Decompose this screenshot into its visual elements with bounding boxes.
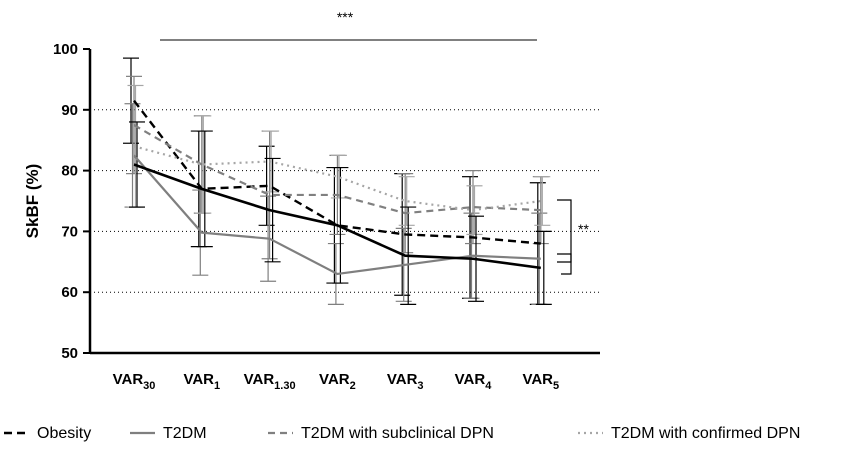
y-axis-title: SkBF (%) — [23, 164, 42, 239]
x-tick-label-base: VAR — [183, 371, 214, 388]
y-tick-label-90: 90 — [61, 102, 78, 119]
x-tick-label-sub: 4 — [485, 380, 492, 392]
grid-lines — [90, 109, 600, 293]
x-tick-label-sub: 2 — [350, 380, 356, 392]
legend-label: T2DM with confirmed DPN — [611, 425, 800, 442]
error-bar-3-6 — [534, 176, 551, 226]
x-tick-label-base: VAR — [522, 371, 553, 388]
x-tick-labels: VAR30 VAR1 VAR1.30 VAR2 VAR3 VAR4 VAR5 — [113, 371, 560, 392]
error-bar-0-0 — [123, 57, 139, 144]
series-lines — [133, 99, 541, 276]
y-tick-label-60: 60 — [61, 284, 78, 301]
x-tick-label-1: VAR1 — [183, 371, 220, 392]
error-bar-3-3 — [330, 154, 347, 199]
x-tick-label-sub: 30 — [143, 380, 155, 392]
legend-item-2: T2DM with subclinical DPN — [268, 425, 494, 442]
x-tick-label-base: VAR — [319, 371, 350, 388]
x-tick-label-5: VAR4 — [455, 371, 493, 392]
y-tick-label-100: 100 — [53, 41, 78, 58]
error-bar-4-6 — [535, 230, 552, 305]
x-tick-label-4: VAR3 — [387, 371, 424, 392]
significance-label-top: *** — [337, 9, 354, 25]
y-tick-label-50: 50 — [61, 345, 78, 362]
significance-annotations: ***** — [160, 9, 589, 275]
x-tick-label-base: VAR — [244, 371, 275, 388]
error-bar-1-0 — [124, 103, 141, 208]
x-tick-label-2: VAR1.30 — [244, 371, 296, 392]
legend: Obesity T2DM T2DM with subclinical DPN T2DM… — [4, 425, 800, 442]
x-tick-label-0: VAR30 — [113, 371, 156, 392]
error-bars — [123, 57, 552, 305]
x-tick-label-3: VAR2 — [319, 371, 356, 392]
error-bar-3-1 — [195, 115, 212, 214]
x-tick-label-sub: 3 — [417, 380, 423, 392]
x-tick-label-sub: 1.30 — [274, 380, 295, 392]
axes — [83, 48, 600, 355]
series-line-1 — [133, 154, 541, 276]
error-bar-3-4 — [398, 176, 415, 226]
y-tick-label-80: 80 — [61, 163, 78, 180]
legend-item-0: Obesity — [4, 425, 91, 442]
y-tick-label-70: 70 — [61, 223, 78, 240]
series-line-2 — [133, 124, 541, 215]
legend-label: T2DM with subclinical DPN — [301, 425, 494, 442]
significance-label-right: ** — [578, 221, 589, 237]
legend-label: Obesity — [37, 425, 91, 442]
series-line-3 — [133, 145, 541, 212]
significance-bracket-inner — [557, 253, 572, 275]
x-tick-label-base: VAR — [387, 371, 418, 388]
error-bar-2-5 — [465, 170, 481, 245]
x-tick-label-base: VAR — [113, 371, 144, 388]
y-tick-labels: 50 60 70 80 90 100 — [53, 41, 78, 362]
x-tick-label-base: VAR — [455, 371, 486, 388]
legend-label: T2DM — [163, 425, 207, 442]
x-tick-label-sub: 5 — [553, 380, 559, 392]
x-tick-label-sub: 1 — [214, 380, 220, 392]
legend-item-3: T2DM with confirmed DPN — [578, 425, 800, 442]
significance-bracket-outer — [557, 199, 572, 263]
x-tick-label-6: VAR5 — [522, 371, 559, 392]
legend-item-1: T2DM — [130, 425, 207, 442]
series-line-4 — [133, 163, 541, 270]
